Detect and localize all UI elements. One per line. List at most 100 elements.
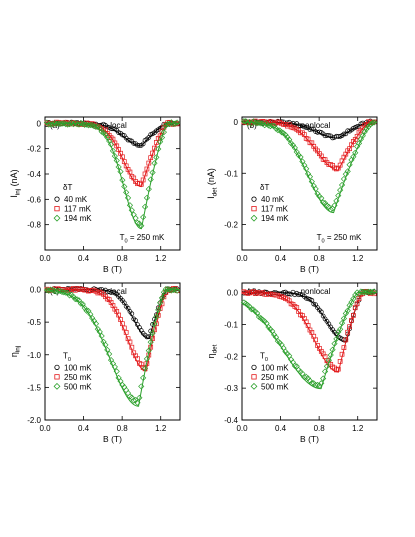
data-point xyxy=(51,120,58,127)
data-point xyxy=(271,331,278,338)
legend-title: T0 xyxy=(63,351,71,362)
data-point xyxy=(291,144,298,151)
data-point xyxy=(141,365,149,372)
data-point xyxy=(371,288,378,295)
data-point xyxy=(172,120,179,127)
data-point xyxy=(57,287,64,295)
data-point xyxy=(126,393,134,400)
x-axis-label: B (T) xyxy=(300,264,319,274)
data-point xyxy=(248,306,255,313)
data-point xyxy=(320,375,327,382)
legend-marker xyxy=(53,214,61,222)
data-point xyxy=(338,320,346,327)
data-point xyxy=(117,168,124,175)
data-point xyxy=(369,289,376,296)
data-point xyxy=(349,318,354,323)
legend-entry: 117 mK xyxy=(64,205,92,214)
data-point xyxy=(158,294,166,301)
y-tick-label: -2.0 xyxy=(27,416,41,425)
data-point xyxy=(172,286,179,293)
data-point xyxy=(269,122,276,129)
data-point xyxy=(282,131,289,138)
data-point xyxy=(60,120,68,127)
data-point xyxy=(127,339,133,345)
data-point xyxy=(141,203,149,210)
y-tick-label: -1.0 xyxy=(27,351,41,360)
data-point xyxy=(151,160,158,167)
data-point xyxy=(102,131,109,138)
data-point xyxy=(343,337,349,343)
data-point xyxy=(274,127,281,134)
annotation-t0: T0 = 250 mK xyxy=(317,233,362,244)
legend-marker xyxy=(251,364,257,370)
data-point xyxy=(244,120,251,127)
data-point xyxy=(303,165,310,172)
data-point xyxy=(320,199,327,206)
data-point xyxy=(174,287,181,294)
data-point xyxy=(129,344,135,350)
data-point xyxy=(134,399,141,406)
data-point xyxy=(321,368,329,375)
x-tick-label: 0.4 xyxy=(275,424,287,433)
region-label: nonlocal xyxy=(301,287,331,296)
data-point xyxy=(135,356,140,362)
data-point xyxy=(309,126,315,132)
data-point xyxy=(335,366,341,372)
series-500-mK xyxy=(240,288,378,390)
plot-frame xyxy=(44,282,181,421)
data-point xyxy=(138,383,145,390)
data-point xyxy=(155,145,162,153)
data-point xyxy=(271,122,278,130)
y-tick-label: -0.2 xyxy=(224,220,238,229)
data-point xyxy=(316,382,323,389)
data-point xyxy=(350,153,357,160)
data-point xyxy=(102,341,109,348)
y-axis-label: ηdet xyxy=(206,344,219,358)
data-point xyxy=(369,120,376,127)
y-tick-label: -0.4 xyxy=(27,170,41,179)
data-point xyxy=(138,222,145,229)
data-point xyxy=(147,176,154,183)
plot-frame xyxy=(44,116,181,251)
region-label: local xyxy=(110,287,127,296)
data-point xyxy=(365,288,372,296)
legend-marker xyxy=(251,206,257,212)
data-point xyxy=(318,195,325,202)
data-point xyxy=(157,299,164,306)
y-tick-label: -0.1 xyxy=(224,320,238,329)
data-point xyxy=(128,207,135,214)
data-point xyxy=(79,300,86,308)
data-point xyxy=(143,355,151,362)
data-point xyxy=(47,286,54,293)
data-point xyxy=(140,177,146,183)
data-point xyxy=(330,135,335,141)
data-point xyxy=(113,368,120,375)
data-point xyxy=(331,202,338,209)
legend-marker xyxy=(250,382,258,390)
data-point xyxy=(254,310,261,317)
y-tick-label: -0.6 xyxy=(27,195,41,204)
data-point xyxy=(49,286,56,294)
data-point xyxy=(340,315,348,322)
data-point xyxy=(257,120,265,127)
x-tick-label: 0.0 xyxy=(236,254,248,263)
data-point xyxy=(155,306,162,314)
data-point xyxy=(131,141,137,146)
data-point xyxy=(318,380,325,387)
data-point xyxy=(363,125,370,133)
legend-title: T0 xyxy=(260,351,268,362)
data-point xyxy=(133,318,138,323)
legend-marker xyxy=(54,196,60,202)
data-point xyxy=(132,214,139,222)
data-point xyxy=(153,154,160,161)
data-point xyxy=(106,350,113,358)
data-point xyxy=(92,320,100,327)
legend-marker xyxy=(54,374,60,380)
data-point xyxy=(144,166,150,172)
y-tick-label: -0.2 xyxy=(224,352,238,361)
data-point xyxy=(96,328,103,335)
x-tick-label: 0.8 xyxy=(314,424,326,433)
data-point xyxy=(314,190,321,197)
data-point xyxy=(158,134,166,141)
data-point xyxy=(327,351,334,359)
